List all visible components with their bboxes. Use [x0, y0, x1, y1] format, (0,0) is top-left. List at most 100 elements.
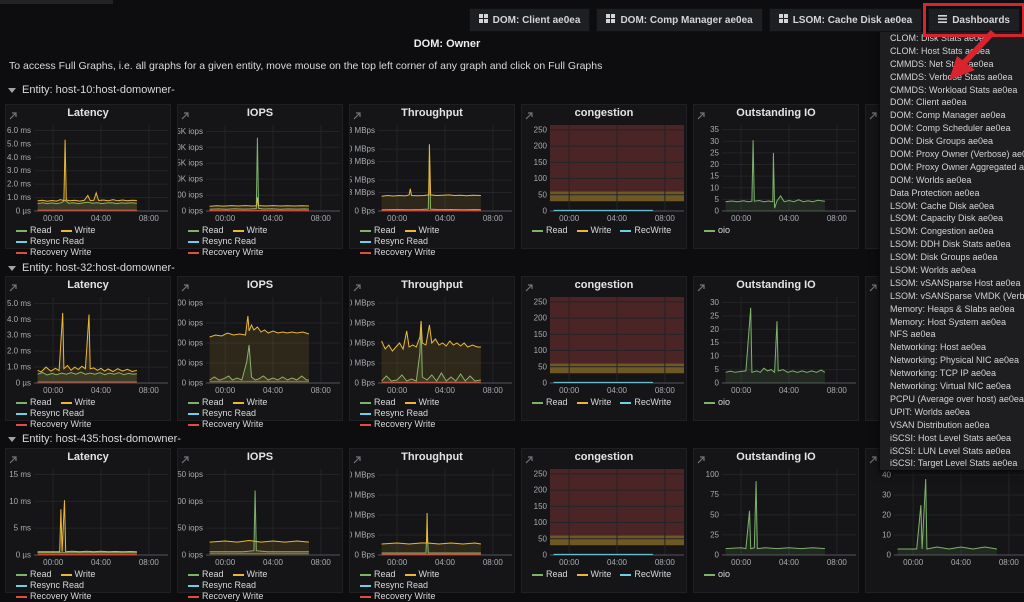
- legend-item[interactable]: Read: [188, 397, 224, 408]
- full-graphs-link-icon[interactable]: [869, 107, 877, 125]
- full-graphs-link-icon[interactable]: [697, 279, 705, 297]
- legend-item[interactable]: Read: [188, 569, 224, 580]
- menu-item[interactable]: NFS ae0ea: [890, 329, 936, 340]
- legend-item[interactable]: Read: [360, 225, 396, 236]
- legend-item[interactable]: Resync Read: [188, 236, 256, 247]
- legend-item[interactable]: RecWrite: [620, 397, 671, 408]
- dashboard-link-button[interactable]: DOM: Client ae0ea: [468, 8, 591, 32]
- legend-item[interactable]: Write: [60, 569, 95, 580]
- full-graphs-link-icon[interactable]: [869, 451, 877, 469]
- legend-item[interactable]: Write: [60, 397, 95, 408]
- legend-item[interactable]: Write: [576, 569, 611, 580]
- full-graphs-link-icon[interactable]: [525, 279, 533, 297]
- legend-item[interactable]: Resync Read: [16, 580, 84, 591]
- legend-item[interactable]: RecWrite: [620, 225, 671, 236]
- menu-item[interactable]: LSOM: Worlds ae0ea: [890, 265, 976, 276]
- full-graphs-link-icon[interactable]: [525, 107, 533, 125]
- legend-item[interactable]: Recovery Write: [360, 419, 435, 430]
- menu-item[interactable]: CMMDS: Workload Stats ae0ea: [890, 84, 1018, 95]
- menu-item[interactable]: CLOM: Disk Stats ae0ea: [890, 33, 990, 43]
- menu-item[interactable]: DOM: Disk Groups ae0ea: [890, 136, 994, 147]
- menu-item[interactable]: Networking: Physical NIC ae0ea: [890, 355, 1020, 366]
- legend-item[interactable]: Write: [232, 569, 267, 580]
- legend-item[interactable]: Resync Read: [16, 408, 84, 419]
- legend-item[interactable]: Recovery Write: [188, 419, 263, 430]
- menu-item[interactable]: LSOM: Congestion ae0ea: [890, 226, 994, 237]
- full-graphs-link-icon[interactable]: [869, 279, 877, 297]
- entity-row-header-2[interactable]: Entity: host-435:host-domowner-: [8, 433, 181, 445]
- menu-item[interactable]: Networking: Host ae0ea: [890, 342, 987, 353]
- full-graphs-link-icon[interactable]: [525, 451, 533, 469]
- legend-item[interactable]: Write: [576, 225, 611, 236]
- legend-item[interactable]: Resync Read: [360, 580, 428, 591]
- full-graphs-link-icon[interactable]: [9, 279, 17, 297]
- full-graphs-link-icon[interactable]: [9, 107, 17, 125]
- legend-item[interactable]: Read: [360, 569, 396, 580]
- legend-item[interactable]: Recovery Write: [188, 591, 263, 602]
- legend-item[interactable]: Resync Read: [360, 236, 428, 247]
- legend-item[interactable]: Read: [16, 397, 52, 408]
- menu-item[interactable]: iSCSI: LUN Level Stats ae0ea: [890, 445, 1011, 456]
- legend-item[interactable]: Write: [232, 225, 267, 236]
- menu-item[interactable]: LSOM: Capacity Disk ae0ea: [890, 213, 1004, 224]
- full-graphs-link-icon[interactable]: [697, 451, 705, 469]
- legend-item[interactable]: Read: [360, 397, 396, 408]
- dashboards-button[interactable]: Dashboards: [923, 3, 1024, 37]
- menu-item[interactable]: DOM: Comp Manager ae0ea: [890, 110, 1006, 121]
- menu-item[interactable]: Data Protection ae0ea: [890, 187, 980, 198]
- legend-item[interactable]: Write: [232, 397, 267, 408]
- menu-item[interactable]: PCPU (Average over host) ae0ea: [890, 393, 1024, 404]
- legend-item[interactable]: oio: [704, 397, 730, 408]
- menu-item[interactable]: iSCSI: Target Level Stats ae0ea: [890, 458, 1018, 469]
- entity-row-header-0[interactable]: Entity: host-10:host-domowner-: [8, 84, 175, 96]
- menu-item[interactable]: DOM: Proxy Owner (Verbose) ae0ea: [890, 149, 1024, 160]
- menu-item[interactable]: DOM: Worlds ae0ea: [890, 174, 972, 185]
- full-graphs-link-icon[interactable]: [181, 107, 189, 125]
- menu-item[interactable]: CLOM: Host Stats ae0ea: [890, 45, 991, 56]
- menu-item[interactable]: Memory: Heaps & Slabs ae0ea: [890, 303, 1015, 314]
- full-graphs-link-icon[interactable]: [353, 451, 361, 469]
- legend-item[interactable]: Write: [404, 397, 439, 408]
- legend-item[interactable]: Recovery Write: [16, 419, 91, 430]
- menu-item[interactable]: LSOM: Disk Groups ae0ea: [890, 252, 998, 263]
- menu-item[interactable]: LSOM: vSANSparse VMDK (Verbose) ae0ea: [890, 290, 1024, 301]
- legend-item[interactable]: Read: [532, 569, 568, 580]
- legend-item[interactable]: Read: [16, 569, 52, 580]
- menu-item[interactable]: CMMDS: Verbose Stats ae0ea: [890, 71, 1013, 82]
- legend-item[interactable]: oio: [704, 225, 730, 236]
- full-graphs-link-icon[interactable]: [181, 451, 189, 469]
- legend-item[interactable]: Resync Read: [188, 580, 256, 591]
- legend-item[interactable]: Read: [532, 225, 568, 236]
- legend-item[interactable]: Recovery Write: [360, 247, 435, 258]
- full-graphs-link-icon[interactable]: [353, 107, 361, 125]
- menu-item[interactable]: Networking: TCP IP ae0ea: [890, 368, 997, 379]
- legend-item[interactable]: RecWrite: [620, 569, 671, 580]
- legend-item[interactable]: Write: [404, 225, 439, 236]
- menu-item[interactable]: VSAN Distribution ae0ea: [890, 419, 990, 430]
- entity-row-header-1[interactable]: Entity: host-32:host-domowner-: [8, 262, 175, 274]
- legend-item[interactable]: Recovery Write: [188, 247, 263, 258]
- legend-item[interactable]: Resync Read: [360, 408, 428, 419]
- full-graphs-link-icon[interactable]: [697, 107, 705, 125]
- full-graphs-link-icon[interactable]: [9, 451, 17, 469]
- menu-item[interactable]: LSOM: vSANSparse Host ae0ea: [890, 277, 1021, 288]
- legend-item[interactable]: Read: [532, 397, 568, 408]
- legend-item[interactable]: Write: [404, 569, 439, 580]
- menu-item[interactable]: DOM: Client ae0ea: [890, 97, 967, 108]
- legend-item[interactable]: Read: [188, 225, 224, 236]
- dashboard-link-button[interactable]: DOM: Comp Manager ae0ea: [596, 8, 763, 32]
- legend-item[interactable]: Read: [16, 225, 52, 236]
- legend-item[interactable]: Write: [60, 225, 95, 236]
- menu-item[interactable]: LSOM: Cache Disk ae0ea: [890, 200, 995, 211]
- full-graphs-link-icon[interactable]: [353, 279, 361, 297]
- menu-item[interactable]: Networking: Virtual NIC ae0ea: [890, 381, 1011, 392]
- menu-item[interactable]: Memory: Host System ae0ea: [890, 316, 1007, 327]
- menu-item[interactable]: iSCSI: Host Level Stats ae0ea: [890, 432, 1012, 443]
- menu-item[interactable]: DOM: Proxy Owner Aggregated ae0ea: [890, 161, 1024, 172]
- full-graphs-link-icon[interactable]: [181, 279, 189, 297]
- legend-item[interactable]: Recovery Write: [360, 591, 435, 602]
- legend-item[interactable]: Resync Read: [188, 408, 256, 419]
- legend-item[interactable]: Resync Read: [16, 236, 84, 247]
- menu-item[interactable]: LSOM: DDH Disk Stats ae0ea: [890, 239, 1011, 250]
- menu-item[interactable]: UPIT: Worlds ae0ea: [890, 406, 970, 417]
